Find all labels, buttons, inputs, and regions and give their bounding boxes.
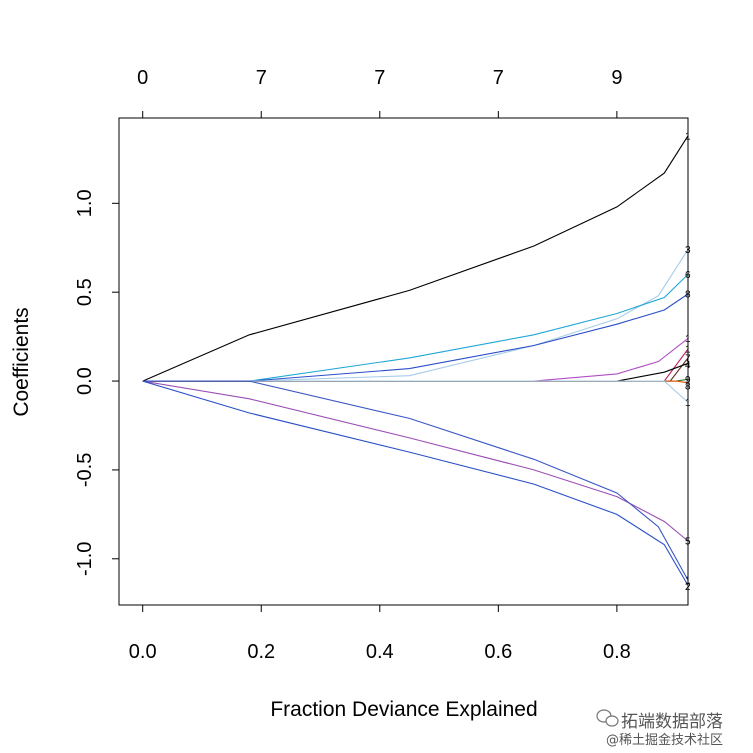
- bottom-axis: 0.0 0.2 0.4 0.6 0.8: [129, 604, 631, 663]
- x-tick-label: 0.8: [603, 641, 631, 663]
- series-layer: [142, 135, 689, 586]
- watermark-line1: 拓端数据部落: [621, 712, 723, 732]
- x-axis-title: Fraction Deviance Explained: [270, 698, 537, 721]
- series-line-12: [142, 380, 689, 542]
- y-tick-label: 1.0: [74, 189, 96, 217]
- x-tick-label: 0.0: [129, 641, 157, 663]
- top-axis: 0 7 7 7 9: [137, 67, 622, 119]
- series-line-1: [142, 135, 689, 382]
- watermark-line2: @稀土掘金技术社区: [606, 732, 723, 748]
- series-line-13: [142, 380, 689, 586]
- series-line-11: [142, 380, 689, 403]
- top-tick-label: 7: [374, 67, 385, 89]
- left-axis: -1.0 -0.5 0.0 0.5 1.0: [74, 189, 120, 576]
- y-tick-label: 0.0: [74, 367, 96, 395]
- wechat-icon: [596, 709, 619, 727]
- x-tick-label: 0.6: [484, 641, 512, 663]
- y-tick-label: 0.5: [74, 278, 96, 306]
- top-tick-label: 9: [611, 67, 622, 89]
- top-tick-label: 7: [493, 67, 504, 89]
- watermark: 拓端数据部落 @稀土掘金技术社区: [596, 709, 723, 748]
- y-tick-label: -0.5: [74, 453, 96, 487]
- top-tick-label: 0: [137, 67, 148, 89]
- y-axis-title: Coefficients: [10, 307, 33, 416]
- x-tick-label: 0.4: [366, 641, 394, 663]
- top-tick-label: 7: [256, 67, 267, 89]
- y-tick-label: -1.0: [74, 542, 96, 576]
- x-tick-label: 0.2: [247, 641, 275, 663]
- series-line-14: [142, 380, 689, 581]
